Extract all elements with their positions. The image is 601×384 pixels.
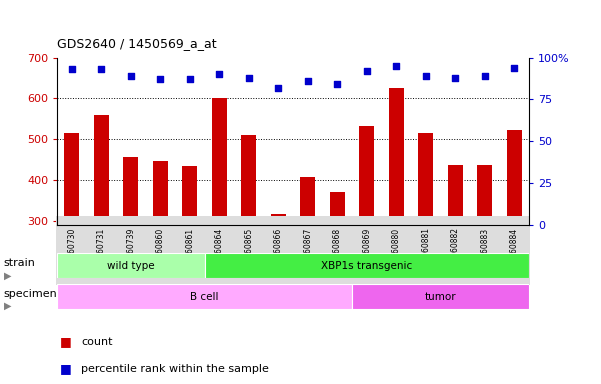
Text: tumor: tumor — [425, 291, 456, 302]
Text: GSM160869: GSM160869 — [362, 227, 371, 274]
Bar — [57, 284, 352, 309]
Bar — [352, 284, 529, 309]
Point — [421, 73, 430, 79]
Point — [97, 66, 106, 72]
Bar — [271, 214, 285, 225]
Point — [362, 68, 371, 74]
Bar — [64, 132, 79, 225]
Text: B cell: B cell — [191, 291, 219, 302]
Bar — [212, 98, 227, 225]
Text: GSM160868: GSM160868 — [333, 227, 342, 273]
Text: GSM160860: GSM160860 — [156, 227, 165, 274]
Text: ■: ■ — [60, 335, 72, 348]
Point — [332, 81, 342, 88]
Text: GSM160731: GSM160731 — [97, 227, 106, 274]
Text: GSM160866: GSM160866 — [273, 227, 282, 274]
Bar — [94, 115, 109, 225]
Text: percentile rank within the sample: percentile rank within the sample — [81, 364, 269, 374]
Bar — [57, 253, 204, 278]
Text: GSM160882: GSM160882 — [451, 227, 460, 273]
Bar — [123, 157, 138, 225]
Point — [450, 74, 460, 81]
Point — [185, 76, 195, 83]
Point — [126, 73, 136, 79]
Text: GSM160880: GSM160880 — [392, 227, 401, 273]
Bar — [507, 130, 522, 225]
Text: count: count — [81, 337, 112, 347]
Point — [156, 76, 165, 83]
Point — [480, 73, 489, 79]
Text: specimen: specimen — [3, 288, 56, 299]
Point — [67, 66, 77, 72]
Text: GSM160884: GSM160884 — [510, 227, 519, 273]
Text: wild type: wild type — [107, 261, 154, 271]
Point — [244, 74, 254, 81]
Point — [303, 78, 313, 84]
Point — [215, 71, 224, 78]
Text: GSM160864: GSM160864 — [215, 227, 224, 274]
Text: GSM160881: GSM160881 — [421, 227, 430, 273]
Point — [391, 63, 401, 69]
Bar — [448, 165, 463, 225]
Text: ■: ■ — [60, 362, 72, 375]
Bar — [477, 165, 492, 225]
Bar — [418, 132, 433, 225]
Text: GSM160861: GSM160861 — [185, 227, 194, 273]
Bar — [300, 177, 315, 225]
Text: GSM160867: GSM160867 — [304, 227, 313, 274]
Text: GSM160865: GSM160865 — [244, 227, 253, 274]
Text: GSM160730: GSM160730 — [67, 227, 76, 274]
Point — [509, 65, 519, 71]
Text: GSM160883: GSM160883 — [480, 227, 489, 273]
Bar — [153, 162, 168, 225]
Bar — [242, 135, 256, 225]
Text: ▶: ▶ — [4, 301, 11, 311]
Bar — [183, 166, 197, 225]
Bar — [204, 253, 529, 278]
Text: strain: strain — [3, 258, 35, 268]
Text: GDS2640 / 1450569_a_at: GDS2640 / 1450569_a_at — [57, 37, 217, 50]
Bar — [330, 192, 344, 225]
Text: ▶: ▶ — [4, 270, 11, 281]
Bar — [389, 88, 403, 225]
Point — [273, 84, 283, 91]
Text: GSM160739: GSM160739 — [126, 227, 135, 274]
Bar — [359, 126, 374, 225]
Text: XBP1s transgenic: XBP1s transgenic — [321, 261, 412, 271]
